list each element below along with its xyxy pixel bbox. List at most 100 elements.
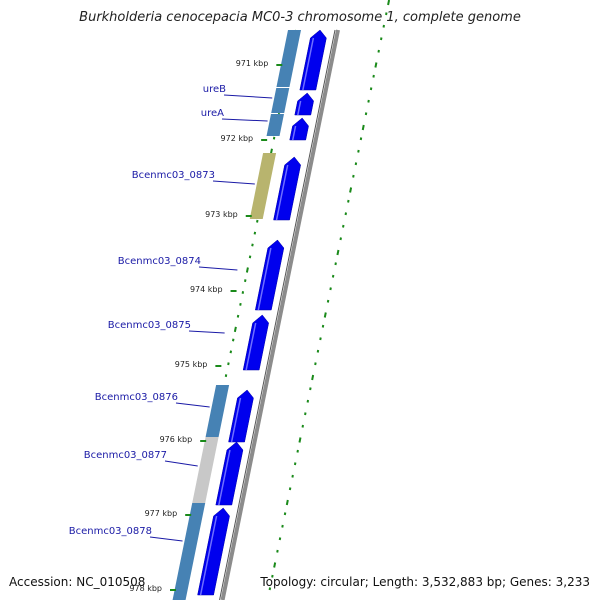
skew-dot-outer-20 bbox=[336, 249, 340, 256]
skew-dot-outer-37 bbox=[293, 462, 297, 466]
skew-dot-outer-16 bbox=[347, 199, 350, 203]
backbone bbox=[219, 29, 340, 600]
skew-dot-inner-16 bbox=[256, 219, 259, 223]
topology-text: Topology: circular; Length: 3,532,883 bp… bbox=[260, 575, 590, 589]
cog-band-ureb bbox=[271, 88, 290, 113]
kbp-ticks: 971 kbp 972 kbp 973 kbp 974 kbp 975 kbp 976 k… bbox=[129, 59, 283, 593]
skew-dot-outer-1 bbox=[385, 12, 388, 16]
gene-label-0: ureB bbox=[203, 84, 226, 95]
gene-leader-1 bbox=[221, 118, 268, 122]
tick-label-7: 978 kbp bbox=[129, 584, 162, 593]
skew-dot-inner-27 bbox=[229, 350, 233, 354]
gene-label-4: Bcenmc03_0875 bbox=[108, 320, 191, 331]
skew-dot-outer-8 bbox=[367, 99, 370, 103]
tick-label-2: 973 kbp bbox=[205, 210, 238, 219]
cds-arrow-0876 bbox=[228, 389, 254, 443]
gene-leader-2 bbox=[212, 180, 255, 185]
skew-dot-outer-9 bbox=[364, 112, 368, 116]
cds-arrow-0875-highlight bbox=[245, 322, 257, 371]
cds-arrow-0874 bbox=[254, 239, 285, 311]
cds-arrow-ureb bbox=[294, 92, 314, 116]
skew-dot-outer-27 bbox=[319, 337, 322, 341]
map-title: Burkholderia cenocepacia MC0-3 chromosom… bbox=[79, 10, 521, 25]
gene-label-1: ureA bbox=[201, 108, 224, 119]
skew-dot-outer-17 bbox=[344, 212, 348, 216]
skew-dot-outer-14 bbox=[352, 174, 355, 178]
skew-dot-inner-9 bbox=[272, 136, 276, 140]
cog-band-0 bbox=[276, 30, 301, 87]
cog-band-urea bbox=[266, 114, 284, 136]
skew-dot-outer-42 bbox=[281, 524, 284, 528]
gene-leader-6 bbox=[164, 460, 198, 467]
skew-dot-outer-36 bbox=[296, 449, 299, 453]
skew-dot-inner-22 bbox=[241, 291, 245, 294]
gene-label-5: Bcenmc03_0876 bbox=[95, 392, 178, 403]
tick-label-4: 975 kbp bbox=[175, 360, 208, 369]
backbone-line bbox=[220, 29, 340, 600]
skew-dot-outer-3 bbox=[379, 37, 383, 41]
skew-dot-inner-19 bbox=[248, 255, 252, 259]
skew-dot-outer-43 bbox=[278, 537, 282, 541]
skew-dot-outer-12 bbox=[357, 149, 360, 153]
skew-dot-outer-35 bbox=[298, 437, 302, 443]
skew-dot-outer-21 bbox=[334, 262, 337, 266]
skew-dot-outer-24 bbox=[326, 299, 330, 303]
skew-dot-outer-2 bbox=[382, 24, 385, 28]
skew-dot-outer-46 bbox=[271, 574, 274, 578]
skew-dot-outer-44 bbox=[276, 549, 279, 553]
tick-label-6: 977 kbp bbox=[145, 509, 178, 518]
tick-label-5: 976 kbp bbox=[160, 435, 193, 444]
cog-track bbox=[172, 30, 301, 600]
cds-arrow-0876-highlight bbox=[230, 397, 242, 443]
skew-dot-inner-26 bbox=[231, 338, 235, 342]
gene-label-3: Bcenmc03_0874 bbox=[118, 256, 201, 267]
skew-dot-outer-34 bbox=[301, 424, 304, 428]
cds-track bbox=[197, 29, 327, 596]
skew-dot-inner-29 bbox=[224, 374, 228, 378]
tick-label-3: 974 kbp bbox=[190, 285, 223, 294]
skew-dot-inner-18 bbox=[251, 243, 254, 247]
skew-dot-outer-10 bbox=[361, 124, 365, 131]
tick-label-1: 972 kbp bbox=[221, 134, 254, 143]
skew-dot-outer-30 bbox=[311, 374, 315, 381]
skew-dot-inner-25 bbox=[233, 326, 237, 333]
gene-label-2: Bcenmc03_0873 bbox=[132, 170, 215, 181]
cog-band-0877 bbox=[192, 437, 219, 503]
skew-dot-outer-15 bbox=[349, 187, 353, 193]
cds-arrow-0878-highlight bbox=[199, 515, 218, 596]
skew-dot-outer-38 bbox=[291, 474, 294, 478]
skew-dot-outer-19 bbox=[339, 237, 342, 241]
skew-dot-outer-32 bbox=[306, 399, 310, 403]
skew-dot-outer-45 bbox=[273, 562, 277, 568]
skew-dot-outer-11 bbox=[359, 137, 363, 141]
cds-arrow-0873-highlight bbox=[275, 164, 289, 221]
cds-arrow-urea bbox=[289, 117, 309, 141]
skew-dot-inner-21 bbox=[244, 279, 247, 283]
skew-dot-outer-28 bbox=[316, 349, 320, 353]
backbone-edge bbox=[219, 29, 336, 600]
skew-dot-outer-47 bbox=[268, 587, 272, 591]
skew-dot-outer-23 bbox=[329, 287, 332, 291]
skew-dot-inner-23 bbox=[239, 302, 242, 306]
cog-band-0878 bbox=[172, 503, 206, 600]
skew-dot-outer-13 bbox=[354, 162, 358, 166]
skew-dot-inner-28 bbox=[227, 362, 230, 366]
skew-dot-inner-10 bbox=[269, 148, 273, 154]
cds-arrow-0877-highlight bbox=[218, 449, 231, 506]
skew-dot-outer-6 bbox=[372, 74, 375, 78]
accession-text: Accession: NC_010508 bbox=[9, 575, 146, 589]
skew-dot-outer-29 bbox=[314, 362, 317, 366]
skew-dot-outer-5 bbox=[374, 62, 378, 68]
skew-dot-outer-40 bbox=[285, 499, 289, 506]
skew-dot-outer-39 bbox=[288, 487, 292, 491]
cog-band-0876 bbox=[205, 385, 230, 437]
gene-leader-0 bbox=[223, 94, 273, 99]
gene-leader-7 bbox=[149, 536, 183, 542]
gene-leader-5 bbox=[175, 402, 210, 408]
skew-dot-outer-22 bbox=[331, 274, 335, 278]
skew-dot-inner-17 bbox=[253, 231, 257, 235]
skew-dot-outer-25 bbox=[323, 312, 327, 318]
gene-leader-4 bbox=[188, 330, 225, 334]
gene-label-6: Bcenmc03_0877 bbox=[84, 450, 167, 461]
